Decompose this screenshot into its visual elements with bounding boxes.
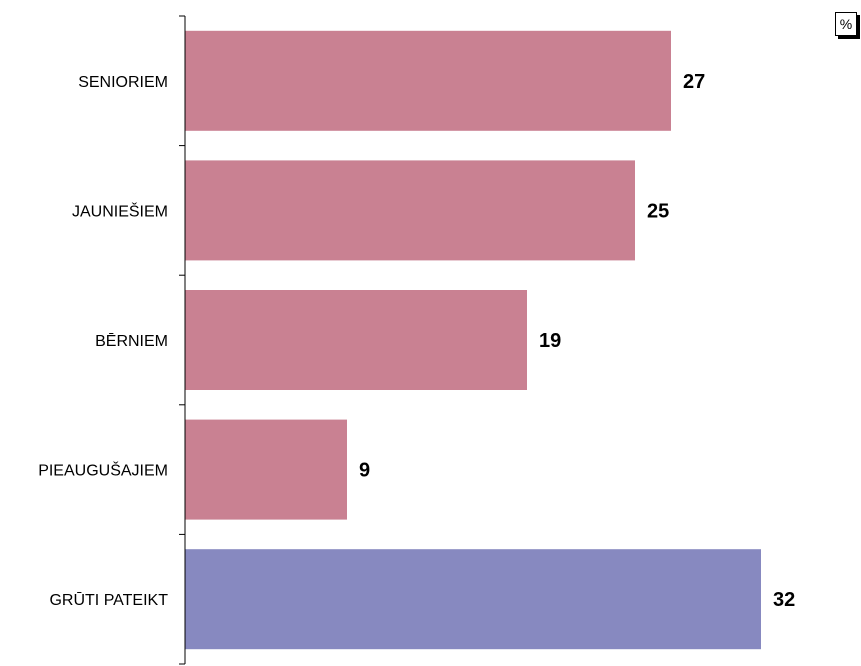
category-label: PIEAUGUŠAJIEM: [38, 461, 168, 480]
value-label: 9: [359, 460, 370, 482]
category-label: SENIORIEM: [78, 74, 168, 91]
category-label: JAUNIEŠIEM: [72, 201, 168, 220]
value-label: 32: [773, 589, 795, 611]
value-label: 27: [683, 71, 705, 93]
bar-1: [185, 160, 635, 261]
value-label: 25: [647, 200, 669, 222]
unit-label: %: [835, 12, 857, 36]
bar-3: [185, 419, 347, 520]
category-label: BĒRNIEM: [95, 332, 168, 350]
bar-4: [185, 549, 761, 650]
bar-0: [185, 30, 671, 131]
bar-2: [185, 290, 527, 390]
value-label: 19: [539, 330, 561, 352]
category-label: GRŪTI PATEIKT: [49, 591, 168, 609]
